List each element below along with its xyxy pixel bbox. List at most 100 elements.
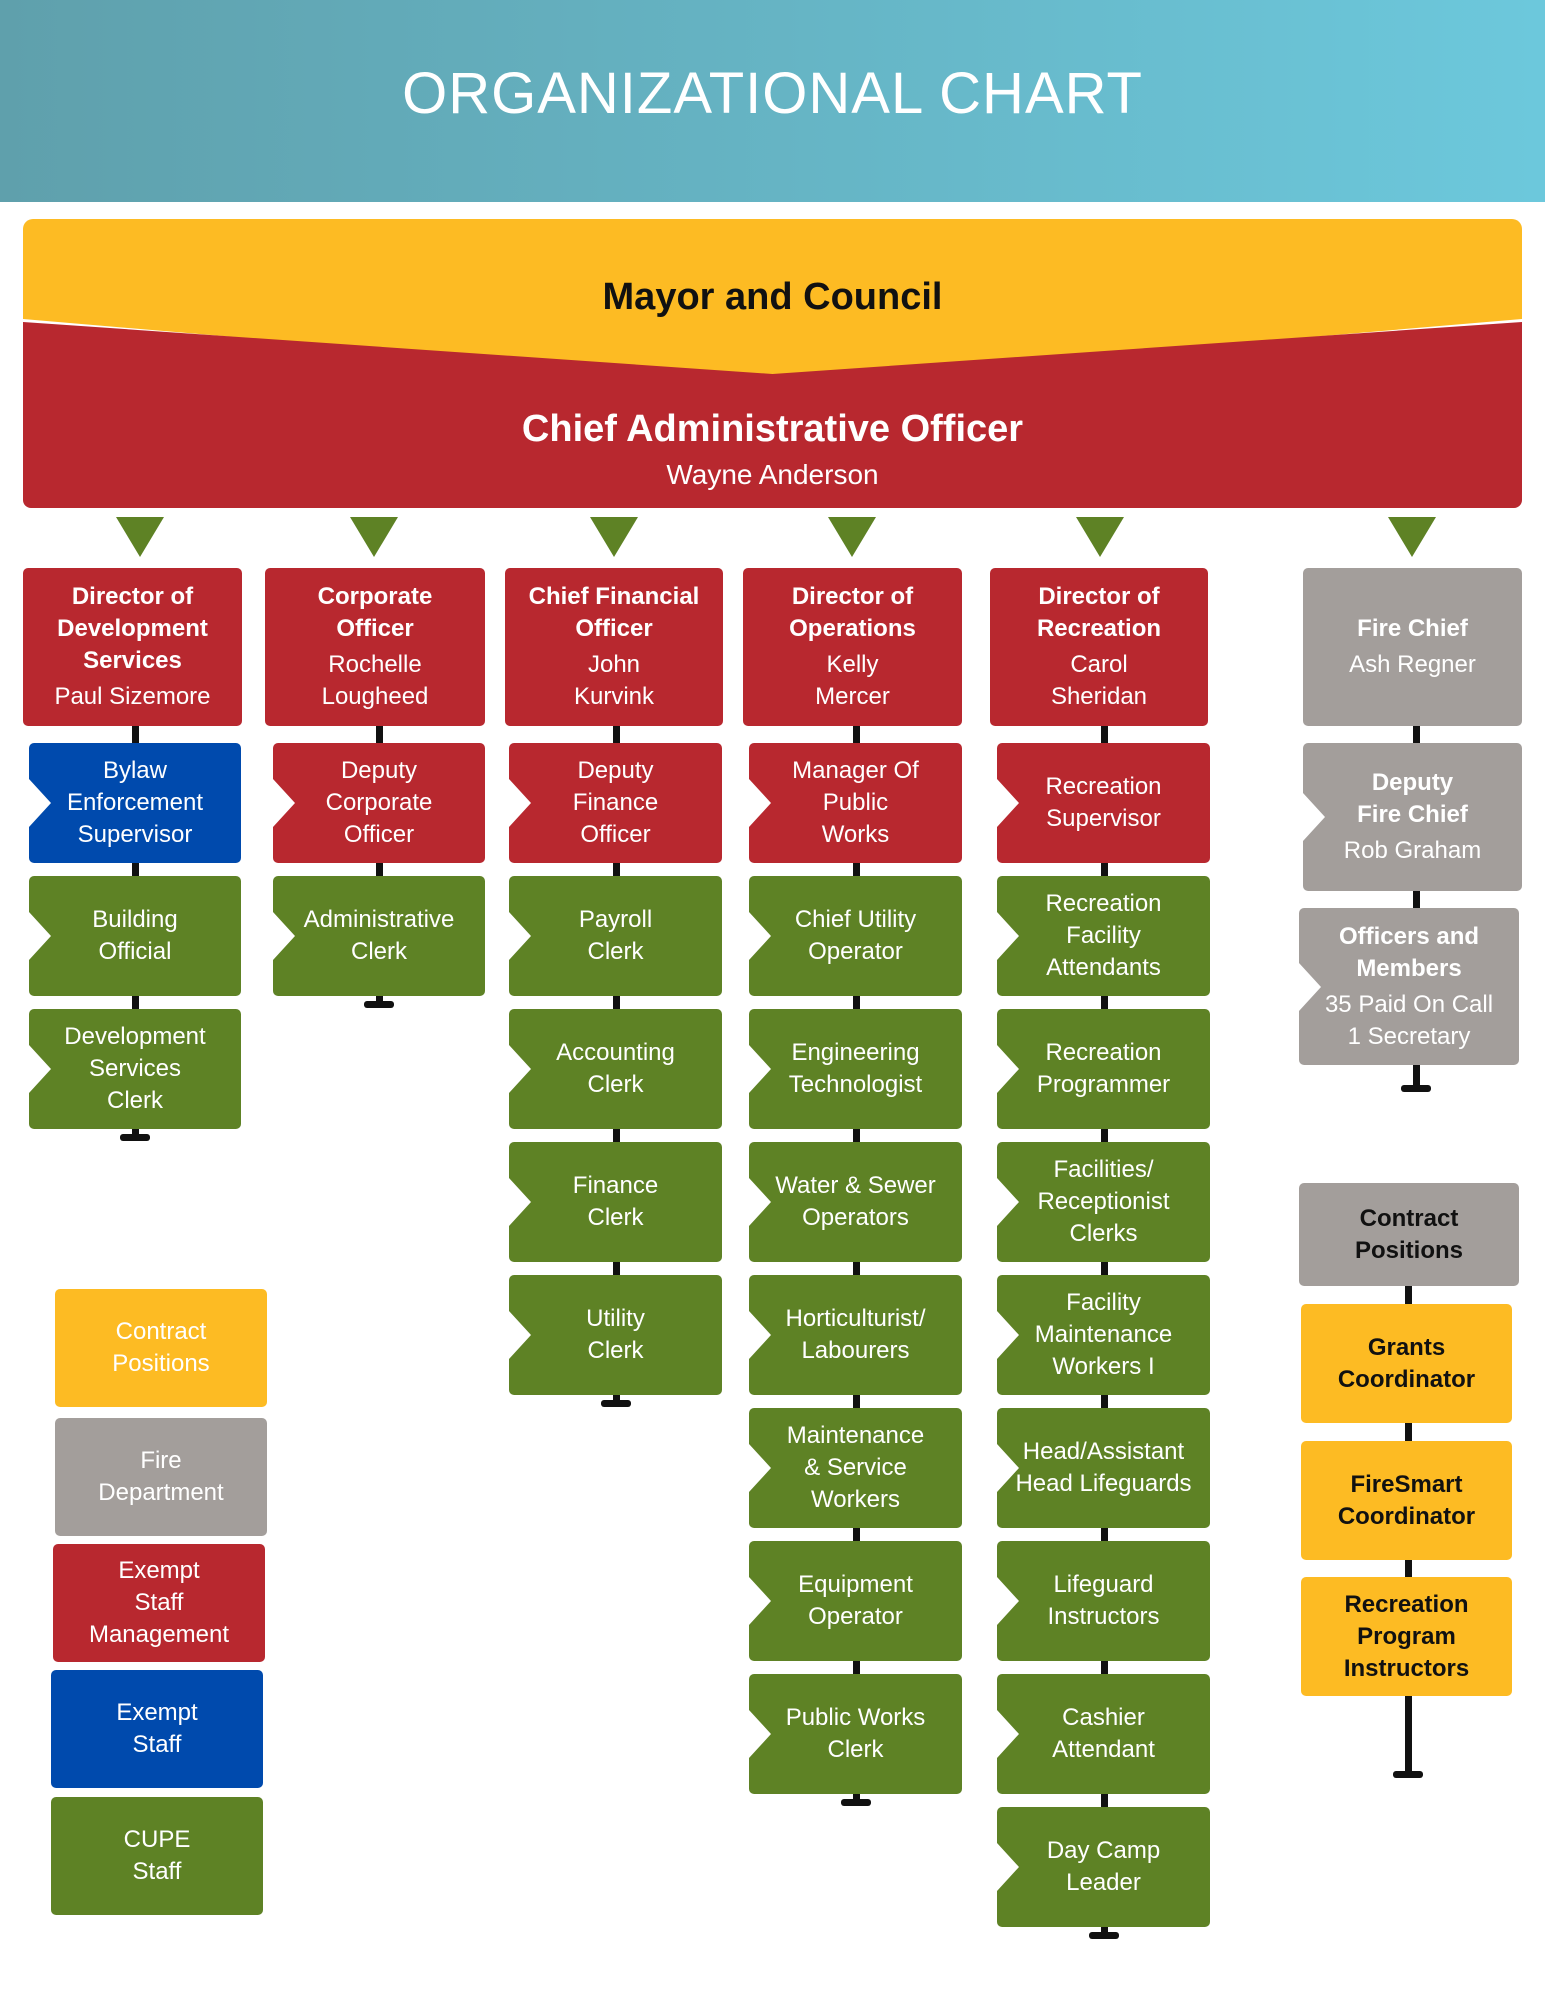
position-box: Finance Clerk: [509, 1142, 722, 1262]
position-box: Manager Of Public Works: [749, 743, 962, 863]
box-text: Day Camp Leader: [1047, 1835, 1160, 1899]
legend-item-exempt: Exempt Staff: [51, 1670, 263, 1788]
connector-line: [1413, 726, 1420, 1088]
position-box: Chief Utility Operator: [749, 876, 962, 996]
box-title: Recreation Program Instructors: [1343, 1590, 1470, 1682]
position-box: Maintenance & Service Workers: [749, 1408, 962, 1528]
box-text: Deputy Corporate Officer: [326, 755, 433, 851]
box-text: Head/Assistant Head Lifeguards: [1015, 1436, 1191, 1500]
box-text: Maintenance & Service Workers: [787, 1420, 924, 1516]
position-head-box: Director of Development Services Paul Siz…: [23, 568, 242, 726]
box-name: Horticulturist/ Labourers: [785, 1305, 926, 1364]
box-text: Horticulturist/ Labourers: [785, 1303, 925, 1367]
position-box: Building Official: [29, 876, 241, 996]
position-box: Public Works Clerk: [749, 1674, 962, 1794]
box-name: Finance Clerk: [572, 1172, 659, 1231]
position-box: Accounting Clerk: [509, 1009, 722, 1129]
position-head-box: Corporate Officer Rochelle Lougheed: [265, 568, 485, 726]
legend-item-contract: Contract Positions: [55, 1289, 267, 1407]
cao-name: Wayne Anderson: [666, 459, 879, 490]
box-text: Facilities/ Receptionist Clerks: [1037, 1154, 1169, 1250]
box-name: Manager Of Public Works: [792, 757, 919, 848]
box-text: Recreation Program Instructors: [1344, 1589, 1469, 1685]
box-text: Recreation Supervisor: [1045, 771, 1161, 835]
box-text: Building Official: [92, 904, 177, 968]
box-text: Officers and Members 35 Paid On Call 1 Se…: [1325, 921, 1493, 1053]
position-box: Facilities/ Receptionist Clerks: [997, 1142, 1210, 1262]
box-text: Director of Recreation Carol Sheridan: [1037, 581, 1161, 713]
box-name: Lifeguard Instructors: [1047, 1571, 1160, 1630]
box-name: Contract Positions: [112, 1318, 210, 1377]
box-text: Exempt Staff Management: [89, 1555, 229, 1651]
box-text: CUPE Staff: [124, 1824, 191, 1888]
connector-end-cap: [600, 1400, 631, 1407]
position-box: Deputy Finance Officer: [509, 743, 722, 863]
box-title: Deputy Fire Chief: [1357, 769, 1468, 828]
position-head-box: Director of Recreation Carol Sheridan: [990, 568, 1208, 726]
connector-end-cap: [840, 1799, 871, 1806]
box-text: Recreation Programmer: [1037, 1037, 1170, 1101]
contract-position-box: Grants Coordinator: [1301, 1304, 1512, 1423]
header: ORGANIZATIONAL CHART: [0, 0, 1545, 202]
connector-end-cap: [1393, 1771, 1423, 1778]
box-name: Utility Clerk: [586, 1305, 645, 1364]
box-name: Exempt Staff: [116, 1699, 198, 1758]
legend-item-exempt_mgmt: Exempt Staff Management: [53, 1544, 265, 1662]
box-name: John Kurvink: [573, 651, 654, 710]
deputy-fire-chief-box: Deputy Fire Chief Rob Graham: [1303, 743, 1522, 891]
box-title: Fire Chief: [1357, 615, 1468, 642]
down-arrow-icon: [350, 517, 398, 557]
box-text: FireSmart Coordinator: [1338, 1469, 1475, 1533]
page-title: ORGANIZATIONAL CHART: [402, 61, 1143, 126]
box-name: Rochelle Lougheed: [321, 651, 429, 710]
down-arrow-icon: [116, 517, 164, 557]
position-box: Deputy Corporate Officer: [273, 743, 485, 863]
connector-line: [376, 726, 383, 1004]
box-name: Fire Department: [98, 1447, 224, 1506]
connector-end-cap: [120, 1134, 150, 1141]
box-text: Corporate Officer Rochelle Lougheed: [318, 581, 433, 713]
box-title: Corporate Officer: [317, 583, 433, 642]
box-name: Kelly Mercer: [815, 651, 890, 710]
position-head-box: Chief Financial Officer John Kurvink: [505, 568, 723, 726]
box-text: Finance Clerk: [573, 1170, 658, 1234]
contract-position-box: FireSmart Coordinator: [1301, 1441, 1512, 1560]
box-text: Development Services Clerk: [64, 1021, 205, 1117]
box-name: Facility Maintenance Workers I: [1034, 1289, 1173, 1380]
box-text: Fire Department: [98, 1445, 223, 1509]
contract-position-box: Recreation Program Instructors: [1301, 1577, 1512, 1696]
mayor-council-label: Mayor and Council: [602, 276, 943, 318]
box-title: Chief Financial Officer: [528, 583, 700, 642]
connector-end-cap: [364, 1001, 394, 1008]
box-text: Recreation Facility Attendants: [1045, 888, 1161, 984]
box-name: Head/Assistant Head Lifeguards: [1015, 1438, 1192, 1497]
box-text: Administrative Clerk: [304, 904, 455, 968]
down-arrow-icon: [1388, 517, 1436, 557]
position-box: Horticulturist/ Labourers: [749, 1275, 962, 1395]
box-text: Engineering Technologist: [789, 1037, 922, 1101]
box-title: Director of Development Services: [57, 583, 208, 674]
box-text: Accounting Clerk: [556, 1037, 675, 1101]
box-text: Utility Clerk: [586, 1303, 645, 1367]
connector-end-cap: [1088, 1932, 1119, 1939]
box-text: Equipment Operator: [798, 1569, 913, 1633]
box-name: Maintenance & Service Workers: [786, 1422, 925, 1513]
box-name: Accounting Clerk: [556, 1039, 675, 1098]
position-box: Utility Clerk: [509, 1275, 722, 1395]
position-box: Water & Sewer Operators: [749, 1142, 962, 1262]
box-name: Deputy Finance Officer: [572, 757, 659, 848]
position-box: Facility Maintenance Workers I: [997, 1275, 1210, 1395]
box-name: Rob Graham: [1343, 837, 1482, 864]
box-name: 35 Paid On Call 1 Secretary: [1324, 990, 1494, 1050]
box-text: Payroll Clerk: [579, 904, 652, 968]
box-name: Exempt Staff Management: [88, 1557, 230, 1648]
box-text: Cashier Attendant: [1052, 1702, 1155, 1766]
box-text: Lifeguard Instructors: [1047, 1569, 1159, 1633]
box-text: Contract Positions: [1355, 1203, 1463, 1267]
position-box: Recreation Facility Attendants: [997, 876, 1210, 996]
box-title: Officers and Members: [1338, 922, 1480, 982]
box-name: Cashier Attendant: [1052, 1704, 1155, 1763]
box-name: Facilities/ Receptionist Clerks: [1037, 1156, 1170, 1247]
box-name: Administrative Clerk: [303, 906, 455, 965]
box-name: Public Works Clerk: [785, 1704, 926, 1763]
